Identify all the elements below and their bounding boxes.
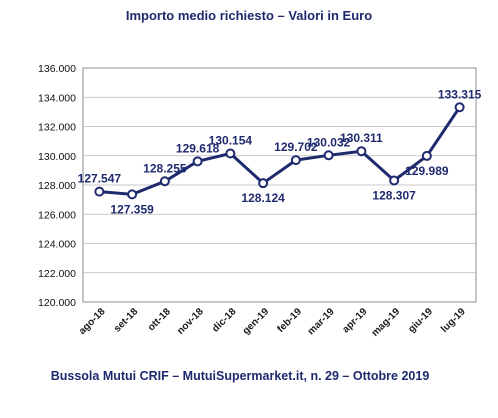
chart-footer: Bussola Mutui CRIF – MutuiSupermarket.it…: [51, 369, 430, 383]
data-label: 129.702: [274, 140, 318, 154]
x-tick-label: gen-19: [241, 306, 272, 337]
gridlines: [83, 96, 476, 274]
data-label: 128.255: [143, 161, 187, 175]
x-tick-label: set-18: [112, 306, 141, 335]
data-markers: [94, 102, 465, 200]
data-point: [290, 155, 301, 166]
data-point: [323, 150, 334, 161]
y-axis-ticks: 120.000 122.000 124.000 126.000 128.000 130.0…: [38, 63, 76, 309]
x-tick-label: lug-19: [439, 306, 468, 335]
x-tick-label: ott-18: [146, 306, 173, 333]
y-tick-label: 132.000: [38, 122, 76, 134]
data-point: [454, 102, 465, 113]
data-label: 127.359: [110, 202, 154, 216]
y-tick-label: 124.000: [38, 239, 76, 251]
data-point: [356, 146, 367, 157]
y-tick-label: 130.000: [38, 151, 76, 163]
y-tick-label: 122.000: [38, 268, 76, 280]
data-label: 130.032: [307, 135, 351, 149]
x-tick-label: ago-18: [77, 306, 108, 337]
y-tick-label: 128.000: [38, 180, 76, 192]
data-label: 129.989: [405, 164, 449, 178]
data-point: [421, 150, 432, 161]
data-label: 130.154: [209, 133, 253, 147]
x-tick-label: mag-19: [370, 306, 403, 339]
data-label: 127.547: [78, 172, 122, 186]
data-point: [258, 178, 269, 189]
x-tick-label: mar-19: [306, 306, 337, 337]
x-axis-ticks: ago-18 set-18 ott-18 nov-18 dic-18 gen-19 feb-…: [77, 306, 468, 339]
data-point: [225, 148, 236, 159]
data-label: 128.307: [372, 189, 416, 203]
series-line: [99, 106, 461, 196]
x-tick-label: dic-18: [210, 306, 239, 335]
data-label: 128.124: [241, 191, 285, 205]
data-point: [94, 186, 105, 197]
data-label: 130.311: [340, 131, 383, 145]
y-tick-label: 136.000: [38, 63, 76, 75]
x-tick-label: giu-19: [406, 306, 435, 335]
y-tick-label: 126.000: [38, 209, 76, 221]
y-tick-label: 134.000: [38, 92, 76, 104]
x-tick-label: nov-18: [175, 306, 206, 337]
data-point: [159, 176, 170, 187]
chart-title: Importo medio richiesto – Valori in Euro: [126, 8, 372, 23]
x-tick-label: apr-19: [340, 306, 369, 335]
x-tick-label: feb-19: [275, 306, 304, 335]
data-point: [192, 156, 203, 167]
data-point: [127, 189, 138, 200]
data-label: 129.618: [176, 141, 220, 155]
data-point: [389, 175, 400, 186]
data-label: 133.315: [438, 87, 482, 101]
y-tick-label: 120.000: [38, 297, 76, 309]
